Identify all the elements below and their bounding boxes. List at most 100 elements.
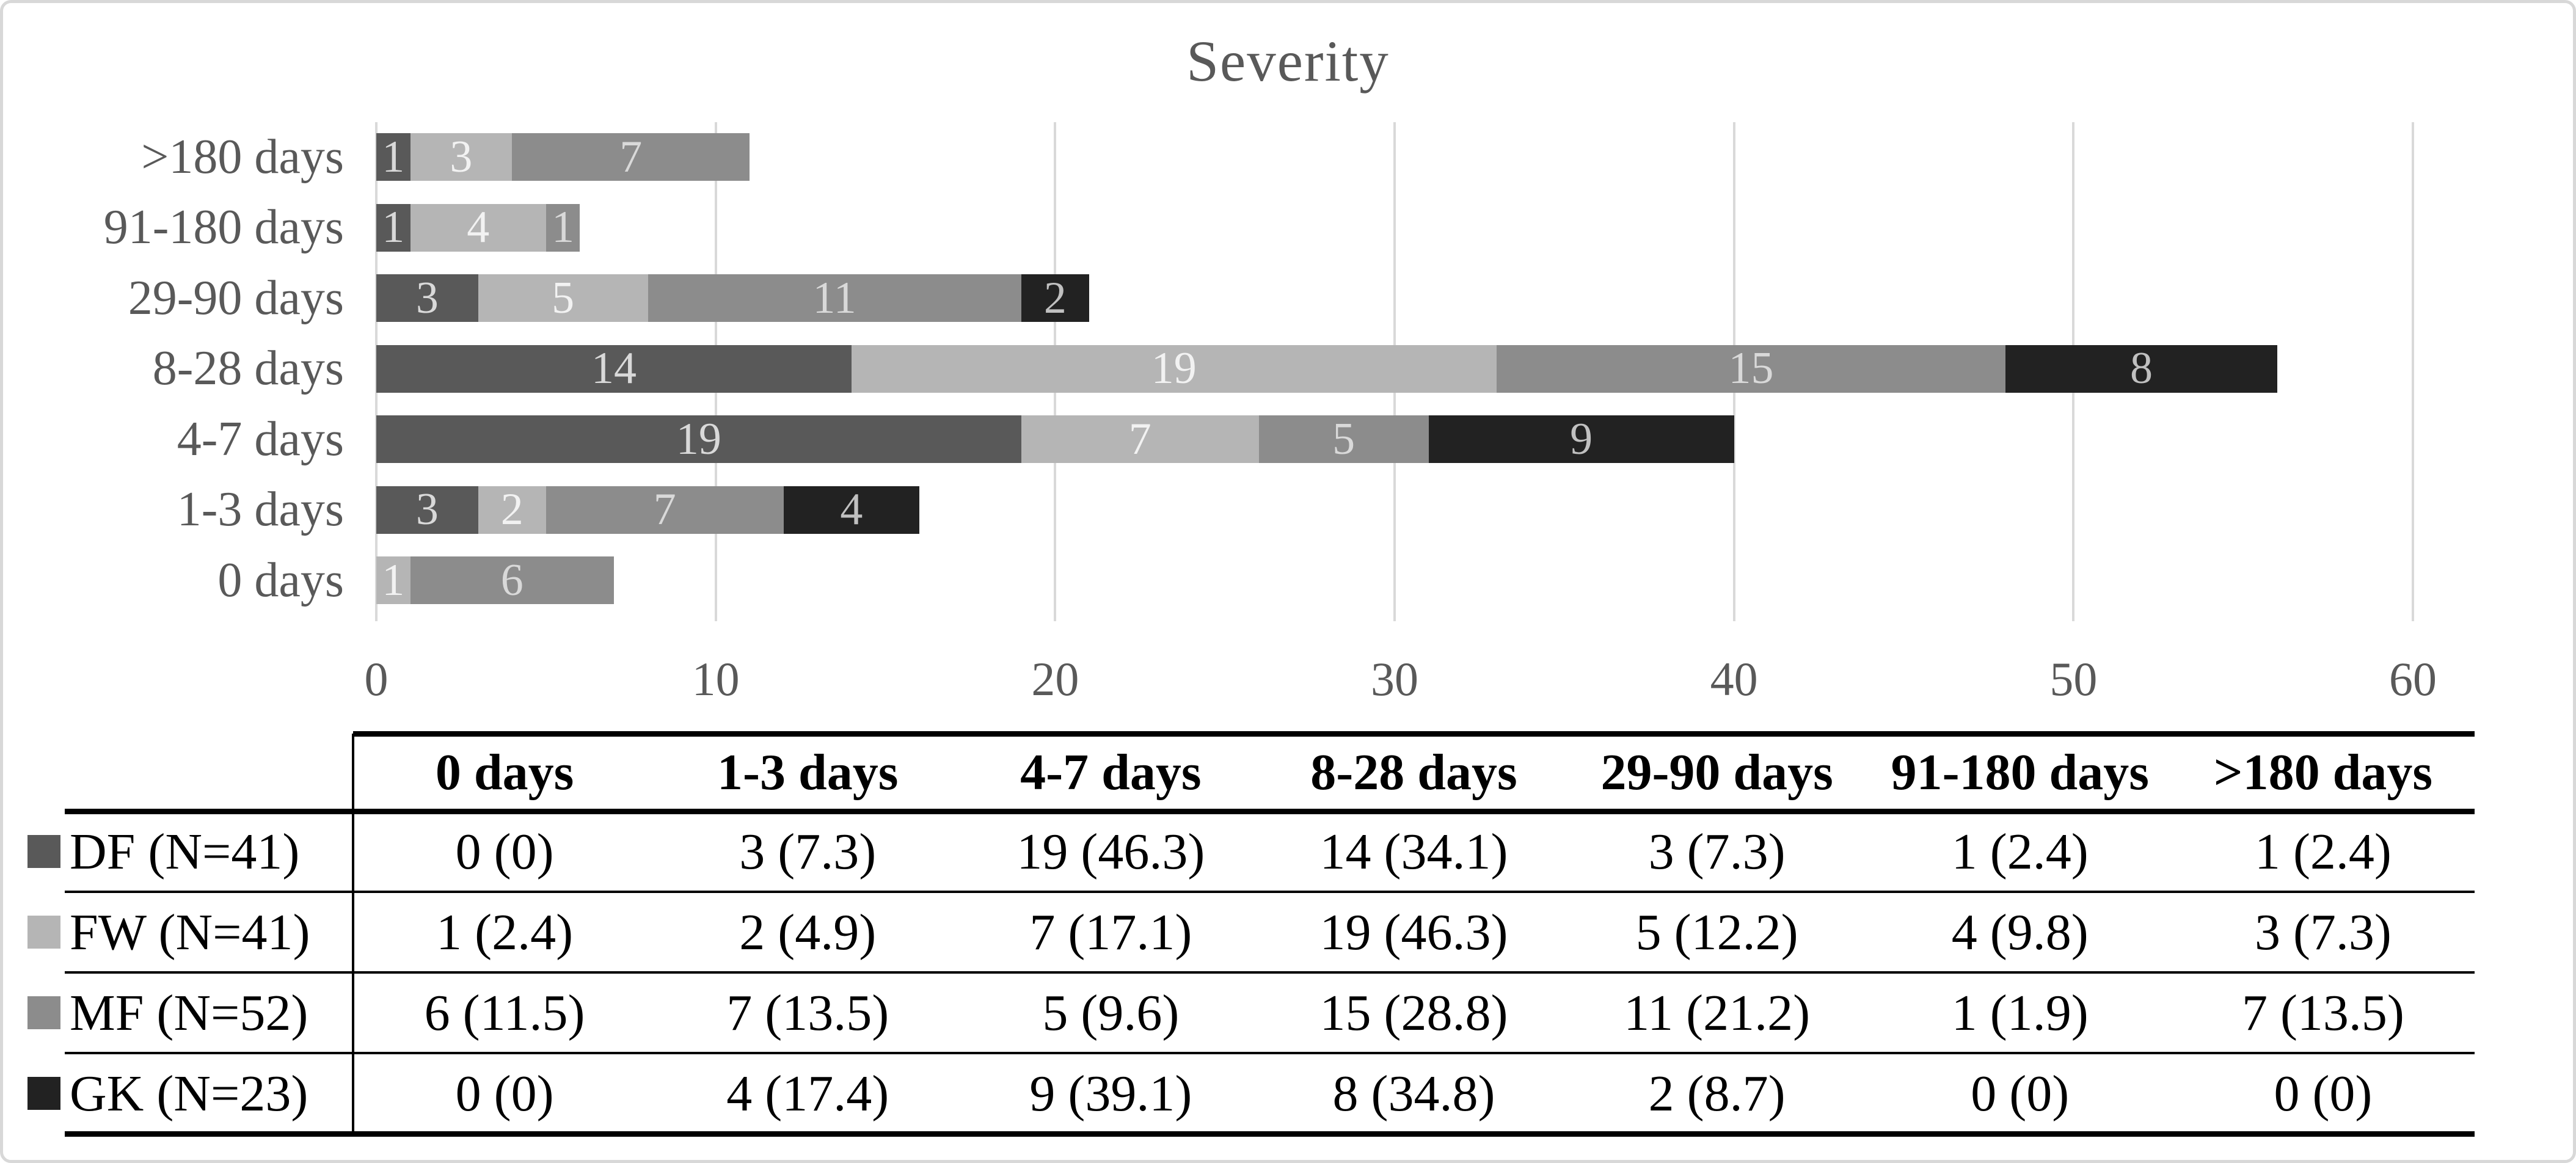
table-row-label: MF (N=52) bbox=[70, 984, 308, 1041]
table-cell: 7 (13.5) bbox=[726, 984, 889, 1041]
y-axis-category-label: 0 days bbox=[217, 553, 344, 607]
x-axis-tick-label: 10 bbox=[691, 652, 740, 705]
table-header-cell: 4-7 days bbox=[1020, 744, 1202, 801]
legend-swatch-gk bbox=[27, 1077, 60, 1110]
table-row-label: DF (N=41) bbox=[70, 823, 300, 880]
chart-with-table: Severity 0 10 20 30 40 50 60 >180 days 1 3 7 91-180… bbox=[3, 3, 2573, 1160]
table-cell: 19 (46.3) bbox=[1016, 823, 1205, 880]
bar-segment-df: 19 bbox=[376, 414, 1021, 464]
x-axis-tick-label: 60 bbox=[2389, 652, 2437, 705]
table-cell: 1 (2.4) bbox=[1951, 823, 2089, 880]
table-cell: 9 (39.1) bbox=[1029, 1065, 1192, 1122]
legend-swatch-mf bbox=[27, 996, 60, 1029]
bar-segment-gk: 8 bbox=[2005, 343, 2277, 393]
table-cell: 0 (0) bbox=[455, 1065, 554, 1122]
x-axis-tick-label: 50 bbox=[2049, 652, 2098, 705]
x-axis-tick-label: 30 bbox=[1371, 652, 1418, 705]
bar-segment-mf: 1 bbox=[545, 202, 580, 252]
bar-segment-label: 2 bbox=[1043, 272, 1067, 323]
table-cell: 3 (7.3) bbox=[739, 823, 877, 880]
bar-segment-label: 9 bbox=[1570, 414, 1593, 464]
bar-segment-fw: 3 bbox=[410, 131, 513, 182]
bar-segment-df: 14 bbox=[376, 343, 852, 393]
bar-segment-label: 7 bbox=[1128, 414, 1151, 464]
table-cell: 8 (34.8) bbox=[1332, 1065, 1495, 1122]
bar-segment-label: 14 bbox=[591, 343, 637, 393]
y-axis-category-label: 4-7 days bbox=[177, 412, 344, 466]
table-cell: 3 (7.3) bbox=[1648, 823, 1786, 880]
bar-segment-label: 3 bbox=[450, 131, 473, 182]
table-cell: 2 (4.9) bbox=[739, 903, 877, 961]
table-cell: 1 (2.4) bbox=[436, 903, 574, 961]
gridline bbox=[2412, 122, 2414, 621]
legend-swatch-fw bbox=[27, 916, 60, 949]
bar-segment-label: 5 bbox=[1332, 414, 1356, 464]
bar-segment-gk: 2 bbox=[1021, 272, 1089, 323]
table-row-label: GK (N=23) bbox=[70, 1065, 308, 1122]
bar-segment-label: 4 bbox=[467, 202, 490, 252]
bar-segment-label: 11 bbox=[812, 272, 856, 323]
bar-segment-label: 3 bbox=[415, 484, 439, 534]
bar-segment-fw: 4 bbox=[410, 202, 546, 252]
x-axis-tick-label: 40 bbox=[1710, 652, 1758, 705]
table-cell: 19 (46.3) bbox=[1319, 903, 1508, 961]
bar-segment-label: 6 bbox=[500, 555, 524, 605]
table-row-label: FW (N=41) bbox=[70, 903, 310, 961]
table-header-cell: 1-3 days bbox=[717, 744, 899, 801]
table-border-line bbox=[65, 1131, 2475, 1137]
table-header-cell: 0 days bbox=[435, 744, 574, 801]
legend-swatch-df bbox=[27, 835, 60, 868]
bar-segment-label: 1 bbox=[382, 131, 405, 182]
table-cell: 5 (12.2) bbox=[1635, 903, 1798, 961]
bar-segment-df: 1 bbox=[376, 202, 410, 252]
bar-segment-label: 3 bbox=[415, 272, 439, 323]
bar-segment-mf: 6 bbox=[410, 555, 614, 605]
bar-segment-df: 3 bbox=[376, 484, 478, 534]
table-header-cell: >180 days bbox=[2213, 744, 2433, 801]
bar-segment-df: 1 bbox=[376, 131, 410, 182]
y-axis-category-label: 8-28 days bbox=[152, 341, 344, 395]
bar-segment-label: 1 bbox=[552, 202, 575, 252]
bar-segment-label: 2 bbox=[500, 484, 524, 534]
table-cell: 1 (1.9) bbox=[1951, 984, 2089, 1041]
bar-segment-gk: 4 bbox=[783, 484, 920, 534]
table-cell: 2 (8.7) bbox=[1648, 1065, 1786, 1122]
bar-segment-label: 19 bbox=[1151, 343, 1197, 393]
table-cell: 3 (7.3) bbox=[2254, 903, 2392, 961]
table-cell: 6 (11.5) bbox=[424, 984, 585, 1041]
table-cell: 0 (0) bbox=[2274, 1065, 2373, 1122]
bar-segment-label: 7 bbox=[619, 131, 643, 182]
y-axis-category-label: 91-180 days bbox=[103, 200, 344, 254]
table-border-line bbox=[65, 971, 2475, 974]
bar-segment-label: 8 bbox=[2129, 343, 2153, 393]
bar-segment-label: 1 bbox=[382, 202, 405, 252]
bar-segment-fw: 7 bbox=[1021, 414, 1259, 464]
bar-segment-mf: 11 bbox=[648, 272, 1021, 323]
table-cell: 14 (34.1) bbox=[1319, 823, 1508, 880]
table-border-line bbox=[65, 1052, 2475, 1054]
bar-segment-label: 1 bbox=[382, 555, 405, 605]
bar-segment-mf: 7 bbox=[512, 131, 750, 182]
x-axis-tick-label: 0 bbox=[364, 652, 389, 705]
table-cell: 7 (13.5) bbox=[2241, 984, 2404, 1041]
table-cell: 0 (0) bbox=[455, 823, 554, 880]
table-header-cell: 8-28 days bbox=[1310, 744, 1517, 801]
bar-segment-label: 4 bbox=[840, 484, 863, 534]
y-axis-category-label: 1-3 days bbox=[177, 483, 344, 536]
bar-segment-fw: 1 bbox=[376, 555, 410, 605]
bar-segment-fw: 19 bbox=[851, 343, 1497, 393]
table-cell: 15 (28.8) bbox=[1319, 984, 1508, 1041]
bar-segment-label: 7 bbox=[653, 484, 676, 534]
table-cell: 5 (9.6) bbox=[1042, 984, 1180, 1041]
x-axis-tick-label: 20 bbox=[1031, 652, 1079, 705]
bar-segment-label: 15 bbox=[1728, 343, 1774, 393]
bar-segment-mf: 15 bbox=[1496, 343, 2006, 393]
table-border-line bbox=[352, 734, 354, 1134]
table-border-line bbox=[65, 891, 2475, 893]
table-cell: 4 (9.8) bbox=[1951, 903, 2089, 961]
table-header-cell: 29-90 days bbox=[1600, 744, 1833, 801]
bar-segment-mf: 7 bbox=[545, 484, 784, 534]
chart-title: Severity bbox=[1186, 29, 1390, 93]
table-cell: 7 (17.1) bbox=[1029, 903, 1192, 961]
